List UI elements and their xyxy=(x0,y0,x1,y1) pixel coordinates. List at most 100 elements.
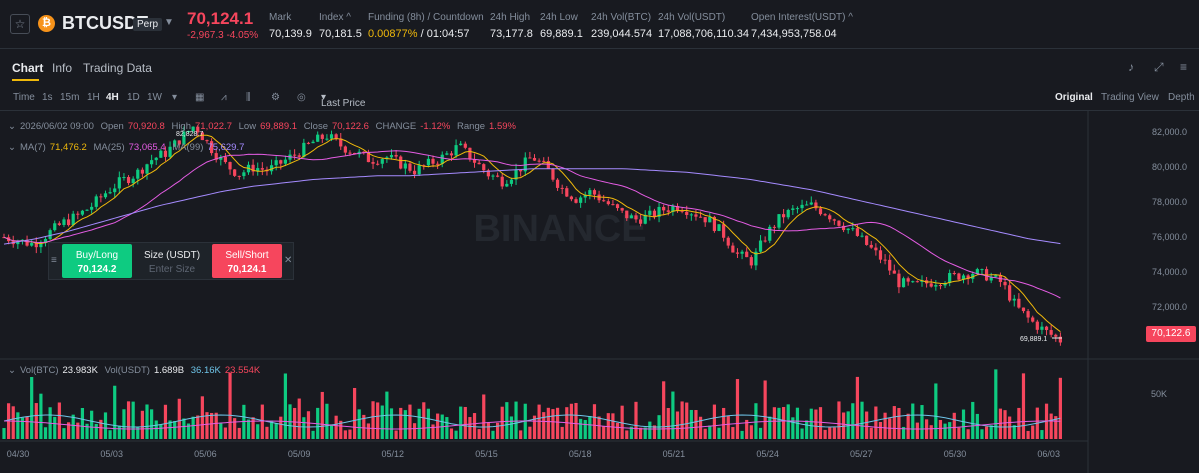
interval-dropdown-icon[interactable]: ▾ xyxy=(172,92,178,103)
candle-body xyxy=(615,204,620,209)
candle-body xyxy=(205,140,209,142)
view-depth[interactable]: Depth xyxy=(1168,92,1195,103)
symbol-name[interactable]: BTCUSDT xyxy=(62,13,148,33)
volume-bar xyxy=(228,372,232,439)
collapse-icon[interactable]: ⌄ xyxy=(8,142,16,153)
volume-bar xyxy=(334,415,338,439)
settings-sliders-icon[interactable]: ⚙ xyxy=(271,92,280,103)
stat-open-interest[interactable]: Open Interest(USDT) ^ 7,434,953,758.04 xyxy=(751,12,853,40)
view-original[interactable]: Original xyxy=(1055,92,1093,103)
volume-bar xyxy=(214,412,218,439)
candle-body xyxy=(316,134,320,142)
expand-icon[interactable]: ⤢ xyxy=(1154,60,1164,74)
volume-bar xyxy=(343,430,347,439)
candle-body xyxy=(163,150,168,157)
price-tick-label: 72,000.0 xyxy=(1152,302,1187,312)
candle-body xyxy=(491,175,495,177)
interval-1h[interactable]: 1H xyxy=(87,92,100,103)
interval-1s[interactable]: 1s xyxy=(42,92,53,103)
candle-body xyxy=(251,164,255,172)
indicator-icon[interactable]: ⩘ xyxy=(221,92,227,103)
favorite-star-icon[interactable]: ☆ xyxy=(10,14,30,34)
open-value: 70,920.8 xyxy=(127,121,165,132)
volume-bar xyxy=(274,423,278,439)
stat-index[interactable]: Index ^ 70,181.5 xyxy=(319,12,362,40)
high-value: 71,022.7 xyxy=(195,121,232,132)
volume-bar xyxy=(712,404,717,439)
stat-mark: Mark 70,139.9 xyxy=(269,12,312,40)
volume-bar xyxy=(1049,413,1053,439)
interval-15m[interactable]: 15m xyxy=(60,92,80,103)
volume-bar xyxy=(574,402,578,439)
chevron-down-icon[interactable]: ▼ xyxy=(164,17,174,28)
volume-bar xyxy=(71,414,75,439)
volume-bar xyxy=(186,423,191,439)
chart-panel[interactable]: BINANCE 82,000.0 80,000.0 78,000.0 76,000.0… xyxy=(0,110,1199,473)
volume-bar xyxy=(246,419,251,439)
candle-body xyxy=(233,169,237,176)
bell-icon[interactable]: ♪ xyxy=(1128,60,1134,74)
sell-short-button[interactable]: Sell/Short 70,124.1 xyxy=(212,244,282,278)
drag-handle-icon[interactable]: ≡ xyxy=(51,255,57,266)
calendar-icon[interactable]: ▦ xyxy=(195,92,205,103)
interval-1d[interactable]: 1D xyxy=(127,92,140,103)
chart-toolbar: Time 1s 15m 1H 4H 1D 1W ▾ ▦ ⩘ ⫼ ⚙ ◎ Last… xyxy=(0,86,1199,109)
ticker-header: ☆ ₿ BTCUSDT Perp ▼ 70,124.1 -2,967.3 -4.… xyxy=(0,0,1199,49)
menu-icon[interactable]: ≡ xyxy=(1180,60,1188,74)
volume-bar xyxy=(371,401,375,439)
interval-1w[interactable]: 1W xyxy=(147,92,162,103)
candle-type-icon[interactable]: ⫼ xyxy=(246,92,251,103)
candle-body xyxy=(639,219,643,224)
candle-body xyxy=(39,243,43,248)
candle-body xyxy=(611,204,615,206)
candle-body xyxy=(177,140,181,145)
candle-body xyxy=(159,150,163,158)
candle-body xyxy=(934,285,938,287)
time-tick-label: 05/18 xyxy=(569,449,592,459)
candle-body xyxy=(334,134,338,139)
interval-4h[interactable]: 4H xyxy=(106,92,119,103)
volume-bar xyxy=(436,413,440,439)
collapse-icon[interactable]: ⌄ xyxy=(8,365,16,376)
volume-bar xyxy=(154,420,158,439)
candle-body xyxy=(482,164,486,171)
candle-body xyxy=(929,283,933,287)
candle-body xyxy=(228,162,232,170)
target-icon[interactable]: ◎ xyxy=(297,92,306,103)
volume-bar xyxy=(80,407,85,439)
volume-bar xyxy=(722,407,726,439)
size-input[interactable]: Size (USDT) Enter Size xyxy=(135,244,209,278)
stat-label: Mark xyxy=(269,12,292,23)
volume-bar xyxy=(1008,416,1012,439)
volume-bar xyxy=(472,413,477,439)
volume-bar xyxy=(191,416,195,439)
buy-long-button[interactable]: Buy/Long 70,124.2 xyxy=(62,244,132,278)
tab-info[interactable]: Info xyxy=(52,61,73,75)
candle-body xyxy=(459,143,463,146)
time-label[interactable]: Time xyxy=(13,92,35,103)
candle-body xyxy=(412,170,417,175)
collapse-icon[interactable]: ⌄ xyxy=(8,121,16,132)
volume-bar xyxy=(708,425,712,439)
tab-chart[interactable]: Chart xyxy=(12,61,44,75)
volume-bar xyxy=(177,398,181,439)
volume-bar xyxy=(495,422,500,439)
view-trading-view[interactable]: Trading View xyxy=(1101,92,1159,103)
volume-bar xyxy=(920,405,924,439)
volume-bar xyxy=(583,420,587,439)
volume-bar xyxy=(251,417,255,439)
candle-body xyxy=(906,278,910,282)
candle-body xyxy=(136,169,140,179)
candle-body xyxy=(846,228,850,231)
volume-bar xyxy=(357,409,361,439)
candlestick-chart[interactable]: BINANCE 82,000.0 80,000.0 78,000.0 76,000.0… xyxy=(0,111,1199,473)
candle-body xyxy=(666,210,670,212)
candle-body xyxy=(698,216,703,218)
volume-bar xyxy=(519,430,523,439)
volume-bar xyxy=(403,410,407,439)
volume-ma2-line xyxy=(4,420,1061,430)
price-type-select[interactable]: Last Price ▾ xyxy=(321,92,366,109)
volume-bar xyxy=(163,404,168,439)
close-icon[interactable]: ✕ xyxy=(284,255,293,266)
tab-trading-data[interactable]: Trading Data xyxy=(83,61,152,75)
